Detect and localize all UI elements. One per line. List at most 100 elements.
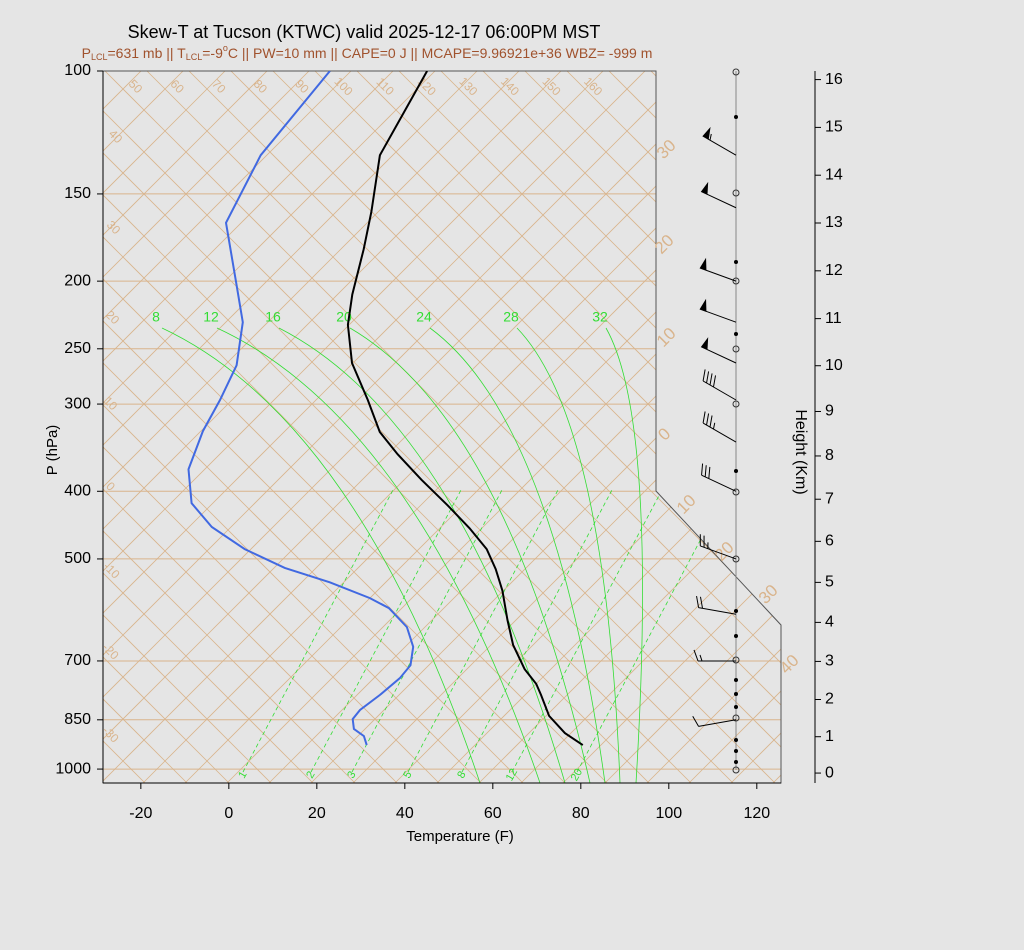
- y-tick-label: 850: [64, 711, 91, 728]
- subtitle-part: P: [82, 45, 91, 61]
- dot: [734, 692, 738, 696]
- y-tick-label: 500: [64, 550, 91, 567]
- y2-tick-label: 15: [825, 119, 843, 136]
- isotherm-line: [562, 71, 781, 783]
- temperature-line: [346, 71, 584, 746]
- isotherm-line: [436, 71, 781, 783]
- moist-adiabats-label: 16: [265, 309, 281, 325]
- dot: [734, 260, 738, 264]
- dry-adiabat-line: [103, 71, 566, 783]
- subtitle-part: =-9: [202, 45, 223, 61]
- y-tick-label: 400: [64, 483, 91, 500]
- isotherm-line: [103, 71, 402, 783]
- dot: [734, 678, 738, 682]
- y2-tick-label: 11: [825, 310, 842, 327]
- dry-adiabat-line: [266, 71, 781, 783]
- y2-tick-label: 2: [825, 691, 834, 708]
- dry-adiabat-line: [140, 71, 781, 783]
- dot: [734, 609, 738, 613]
- y2-tick-label: 12: [825, 262, 843, 279]
- x-tick-label: 0: [224, 805, 233, 822]
- y-tick-label: 150: [64, 185, 91, 202]
- dry-adiabat-line: [103, 71, 314, 783]
- level-dots: [734, 115, 738, 764]
- moist-adiabat-line: [278, 327, 566, 783]
- y2-tick-label: 7: [825, 490, 834, 507]
- x-tick-label: -20: [129, 805, 152, 822]
- isotherm-line: [103, 71, 654, 783]
- wind-barb: [702, 369, 737, 401]
- x-tick-label: 60: [484, 805, 502, 822]
- dot: [734, 115, 738, 119]
- isotherm-line: [103, 71, 696, 783]
- y2-tick-label: 8: [825, 447, 834, 464]
- y2-axis-label: Height (Km): [792, 409, 809, 494]
- mixing-ratios-label: 2: [304, 769, 317, 780]
- y2-tick-label: 1: [825, 728, 834, 745]
- isotherm-line: [103, 71, 318, 783]
- y2-tick-label: 4: [825, 614, 834, 631]
- y2-tick-label: 13: [825, 214, 843, 231]
- isotherm-line: [103, 71, 528, 783]
- dry-adiabat-line: [224, 71, 781, 783]
- y2-tick-label: 5: [825, 574, 834, 591]
- wind-barb: [696, 595, 737, 615]
- dry-adiabat-line: [103, 71, 781, 783]
- ring: [732, 68, 740, 76]
- ring: [732, 714, 740, 722]
- isotherm-line: [103, 71, 360, 783]
- y-tick-label: 100: [64, 62, 91, 79]
- dry-adiabat-line: [103, 71, 440, 783]
- x-tick-label: 40: [396, 805, 414, 822]
- dot: [734, 738, 738, 742]
- ring: [732, 555, 740, 563]
- y-tick-label: 200: [64, 272, 91, 289]
- wind-barb: [692, 716, 737, 727]
- wind-barb: [701, 463, 737, 492]
- x-tick-label: 120: [743, 805, 770, 822]
- moist-adiabats-label: 32: [592, 309, 608, 325]
- chart-subtitle: PLCL=631 mb || TLCL=-9oC || PW=10 mm || …: [82, 43, 653, 62]
- wind-barb: [702, 411, 737, 443]
- moist-adiabats-label: 24: [416, 309, 432, 325]
- ring: [732, 488, 740, 496]
- mixing-ratios-label: 8: [455, 769, 468, 780]
- y2-tick-label: 10: [825, 357, 843, 374]
- x-tick-label: 80: [572, 805, 590, 822]
- isotherm-line: [103, 71, 570, 783]
- moist-adiabat-line: [516, 327, 621, 783]
- mixing-ratios-label: 3: [345, 769, 358, 780]
- x-axis-label: Temperature (F): [406, 828, 514, 845]
- dry-adiabat-line: [103, 71, 356, 783]
- dry-adiabat-line: [518, 71, 781, 783]
- dry-adiabat-line: [476, 71, 781, 783]
- isotherm-line: [103, 71, 234, 783]
- isotherm-line: [646, 71, 781, 783]
- isotherm-line: [268, 71, 781, 783]
- dot: [734, 332, 738, 336]
- subtitle-sup: o: [223, 43, 228, 53]
- dry-adiabat-line: [434, 71, 781, 783]
- dry-adiabat-line: [103, 71, 398, 783]
- moist-adiabat-line: [161, 327, 481, 783]
- isotherm-line: [520, 71, 781, 783]
- dry-adiabat-line: [103, 71, 272, 783]
- dry-adiabat-line: [182, 71, 781, 783]
- isotherm-line: [478, 71, 781, 783]
- y-tick-label: 250: [64, 340, 91, 357]
- mixing-ratio-line: [242, 489, 394, 773]
- dry-adiabat-line: [103, 71, 608, 783]
- ring: [732, 766, 740, 774]
- level-rings: [732, 68, 740, 774]
- x-tick-label: 20: [308, 805, 326, 822]
- y2-tick-label: 6: [825, 533, 834, 550]
- isotherm-line: [103, 71, 486, 783]
- moist-adiabat-line: [216, 327, 541, 783]
- moist-adiabats-label: 12: [203, 309, 219, 325]
- wind-barb: [699, 257, 737, 282]
- dry-adiabat-line: [103, 71, 776, 783]
- y2-tick-label: 16: [825, 71, 843, 88]
- moist-adiabat-line: [429, 327, 606, 783]
